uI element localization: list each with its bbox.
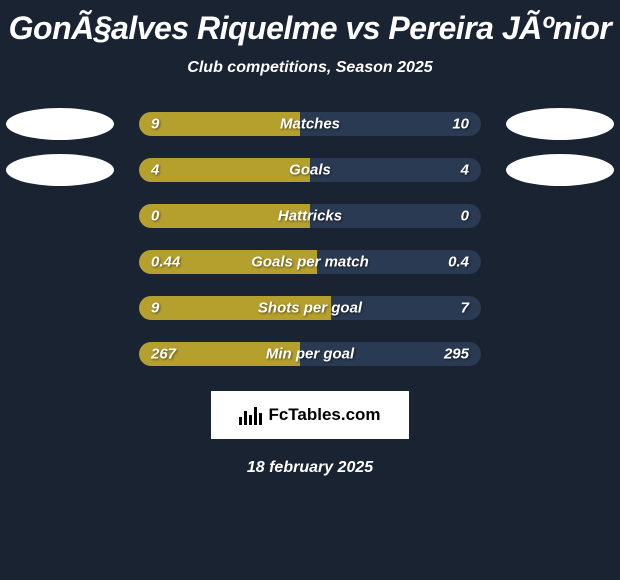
date-text: 18 february 2025 — [247, 459, 373, 477]
bar-segment-right — [310, 158, 481, 182]
stat-label: Hattricks — [278, 208, 342, 225]
stat-row: 9 7 Shots per goal — [0, 296, 620, 320]
stat-value-right: 0.4 — [448, 254, 469, 271]
stat-label: Shots per goal — [258, 300, 362, 317]
stat-bar: 4 4 Goals — [139, 158, 481, 182]
main-container: GonÃ§alves Riquelme vs Pereira JÃºnior C… — [0, 0, 620, 487]
stat-label: Goals per match — [251, 254, 369, 271]
comparison-title: GonÃ§alves Riquelme vs Pereira JÃºnior — [9, 10, 612, 47]
stat-value-left: 9 — [151, 300, 159, 317]
stat-label: Goals — [289, 162, 331, 179]
logo-text: FcTables.com — [268, 405, 380, 425]
stat-value-right: 0 — [461, 208, 469, 225]
stat-bar: 0.44 0.4 Goals per match — [139, 250, 481, 274]
stat-value-left: 267 — [151, 346, 176, 363]
stat-row: 0.44 0.4 Goals per match — [0, 250, 620, 274]
bar-segment-left — [139, 158, 310, 182]
stat-value-right: 10 — [452, 116, 469, 133]
stat-value-left: 4 — [151, 162, 159, 179]
stat-value-left: 0 — [151, 208, 159, 225]
stat-value-left: 0.44 — [151, 254, 180, 271]
stat-row: 9 10 Matches — [0, 112, 620, 136]
stat-bar: 9 10 Matches — [139, 112, 481, 136]
stat-value-left: 9 — [151, 116, 159, 133]
stat-label: Matches — [280, 116, 340, 133]
stat-bar: 9 7 Shots per goal — [139, 296, 481, 320]
stat-value-right: 7 — [461, 300, 469, 317]
stat-row: 4 4 Goals — [0, 158, 620, 182]
comparison-area: 9 10 Matches 4 4 Goals 0 0 Hattricks 0.44 0.4 Goals… — [0, 112, 620, 366]
player-left-oval — [6, 154, 114, 186]
player-right-oval — [506, 108, 614, 140]
stat-bar: 0 0 Hattricks — [139, 204, 481, 228]
stat-row: 0 0 Hattricks — [0, 204, 620, 228]
footer-logo: FcTables.com — [211, 391, 409, 439]
logo-bars-icon — [239, 405, 262, 425]
player-right-oval — [506, 154, 614, 186]
stat-row: 267 295 Min per goal — [0, 342, 620, 366]
stat-bar: 267 295 Min per goal — [139, 342, 481, 366]
stat-value-right: 4 — [461, 162, 469, 179]
stat-value-right: 295 — [444, 346, 469, 363]
bar-segment-left — [139, 112, 300, 136]
comparison-subtitle: Club competitions, Season 2025 — [187, 59, 432, 77]
player-left-oval — [6, 108, 114, 140]
stat-label: Min per goal — [266, 346, 354, 363]
